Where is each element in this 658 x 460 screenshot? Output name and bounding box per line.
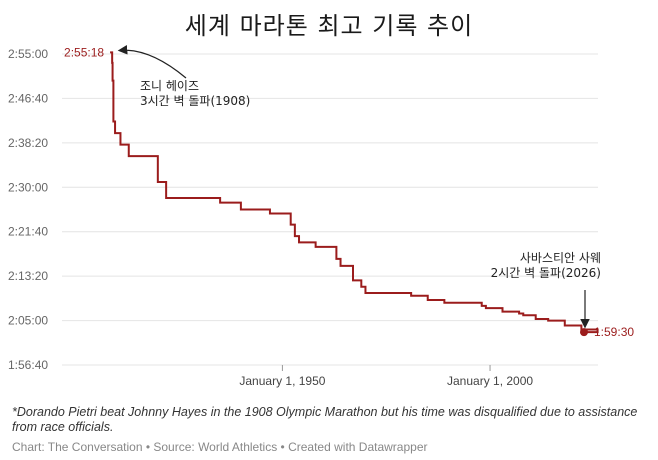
chart-footer: Chart: The Conversation • Source: World … [12, 440, 428, 454]
annotation-sawe-line1: 사바스티안 사웨 [520, 251, 601, 265]
y-tick-label: 2:55:00 [8, 47, 48, 61]
y-tick-label: 2:46:40 [8, 91, 48, 105]
series-line-world-record [110, 51, 599, 334]
annotation-hayes-line2: 3시간 벽 돌파(1908) [140, 94, 250, 108]
x-tick-label: January 1, 1950 [239, 374, 325, 388]
gridlines [62, 53, 598, 366]
start-value-label: 2:55:18 [64, 45, 104, 59]
y-tick-label: 2:13:20 [8, 269, 48, 283]
annotation-sawe-line2: 2시간 벽 돌파(2026) [491, 266, 601, 280]
y-tick-label: 2:38:20 [8, 136, 48, 150]
y-tick-label: 2:21:40 [8, 225, 48, 239]
end-point-marker [580, 328, 588, 337]
y-tick-label: 2:05:00 [8, 314, 48, 328]
y-axis-ticks: 2:55:00 2:46:40 2:38:20 2:30:00 2:21:40 2:13:… [8, 47, 48, 372]
chart-title: 세계 마라톤 최고 기록 추이 [184, 12, 474, 40]
x-tick-label: January 1, 2000 [447, 374, 533, 388]
chart-note: *Dorando Pietri beat Johnny Hayes in the… [12, 405, 638, 434]
annotation-arrow-hayes [117, 45, 187, 79]
y-tick-label: 2:30:00 [8, 180, 48, 194]
marathon-record-chart: 2:55:00 2:46:40 2:38:20 2:30:00 2:21:40 2:13:… [8, 45, 634, 388]
annotation-hayes-line1: 조니 헤이즈 [140, 79, 199, 93]
end-value-label: 1:59:30 [594, 325, 634, 339]
x-axis-ticks: January 1, 1950 January 1, 2000 [239, 365, 533, 388]
y-tick-label: 1:56:40 [8, 358, 48, 372]
